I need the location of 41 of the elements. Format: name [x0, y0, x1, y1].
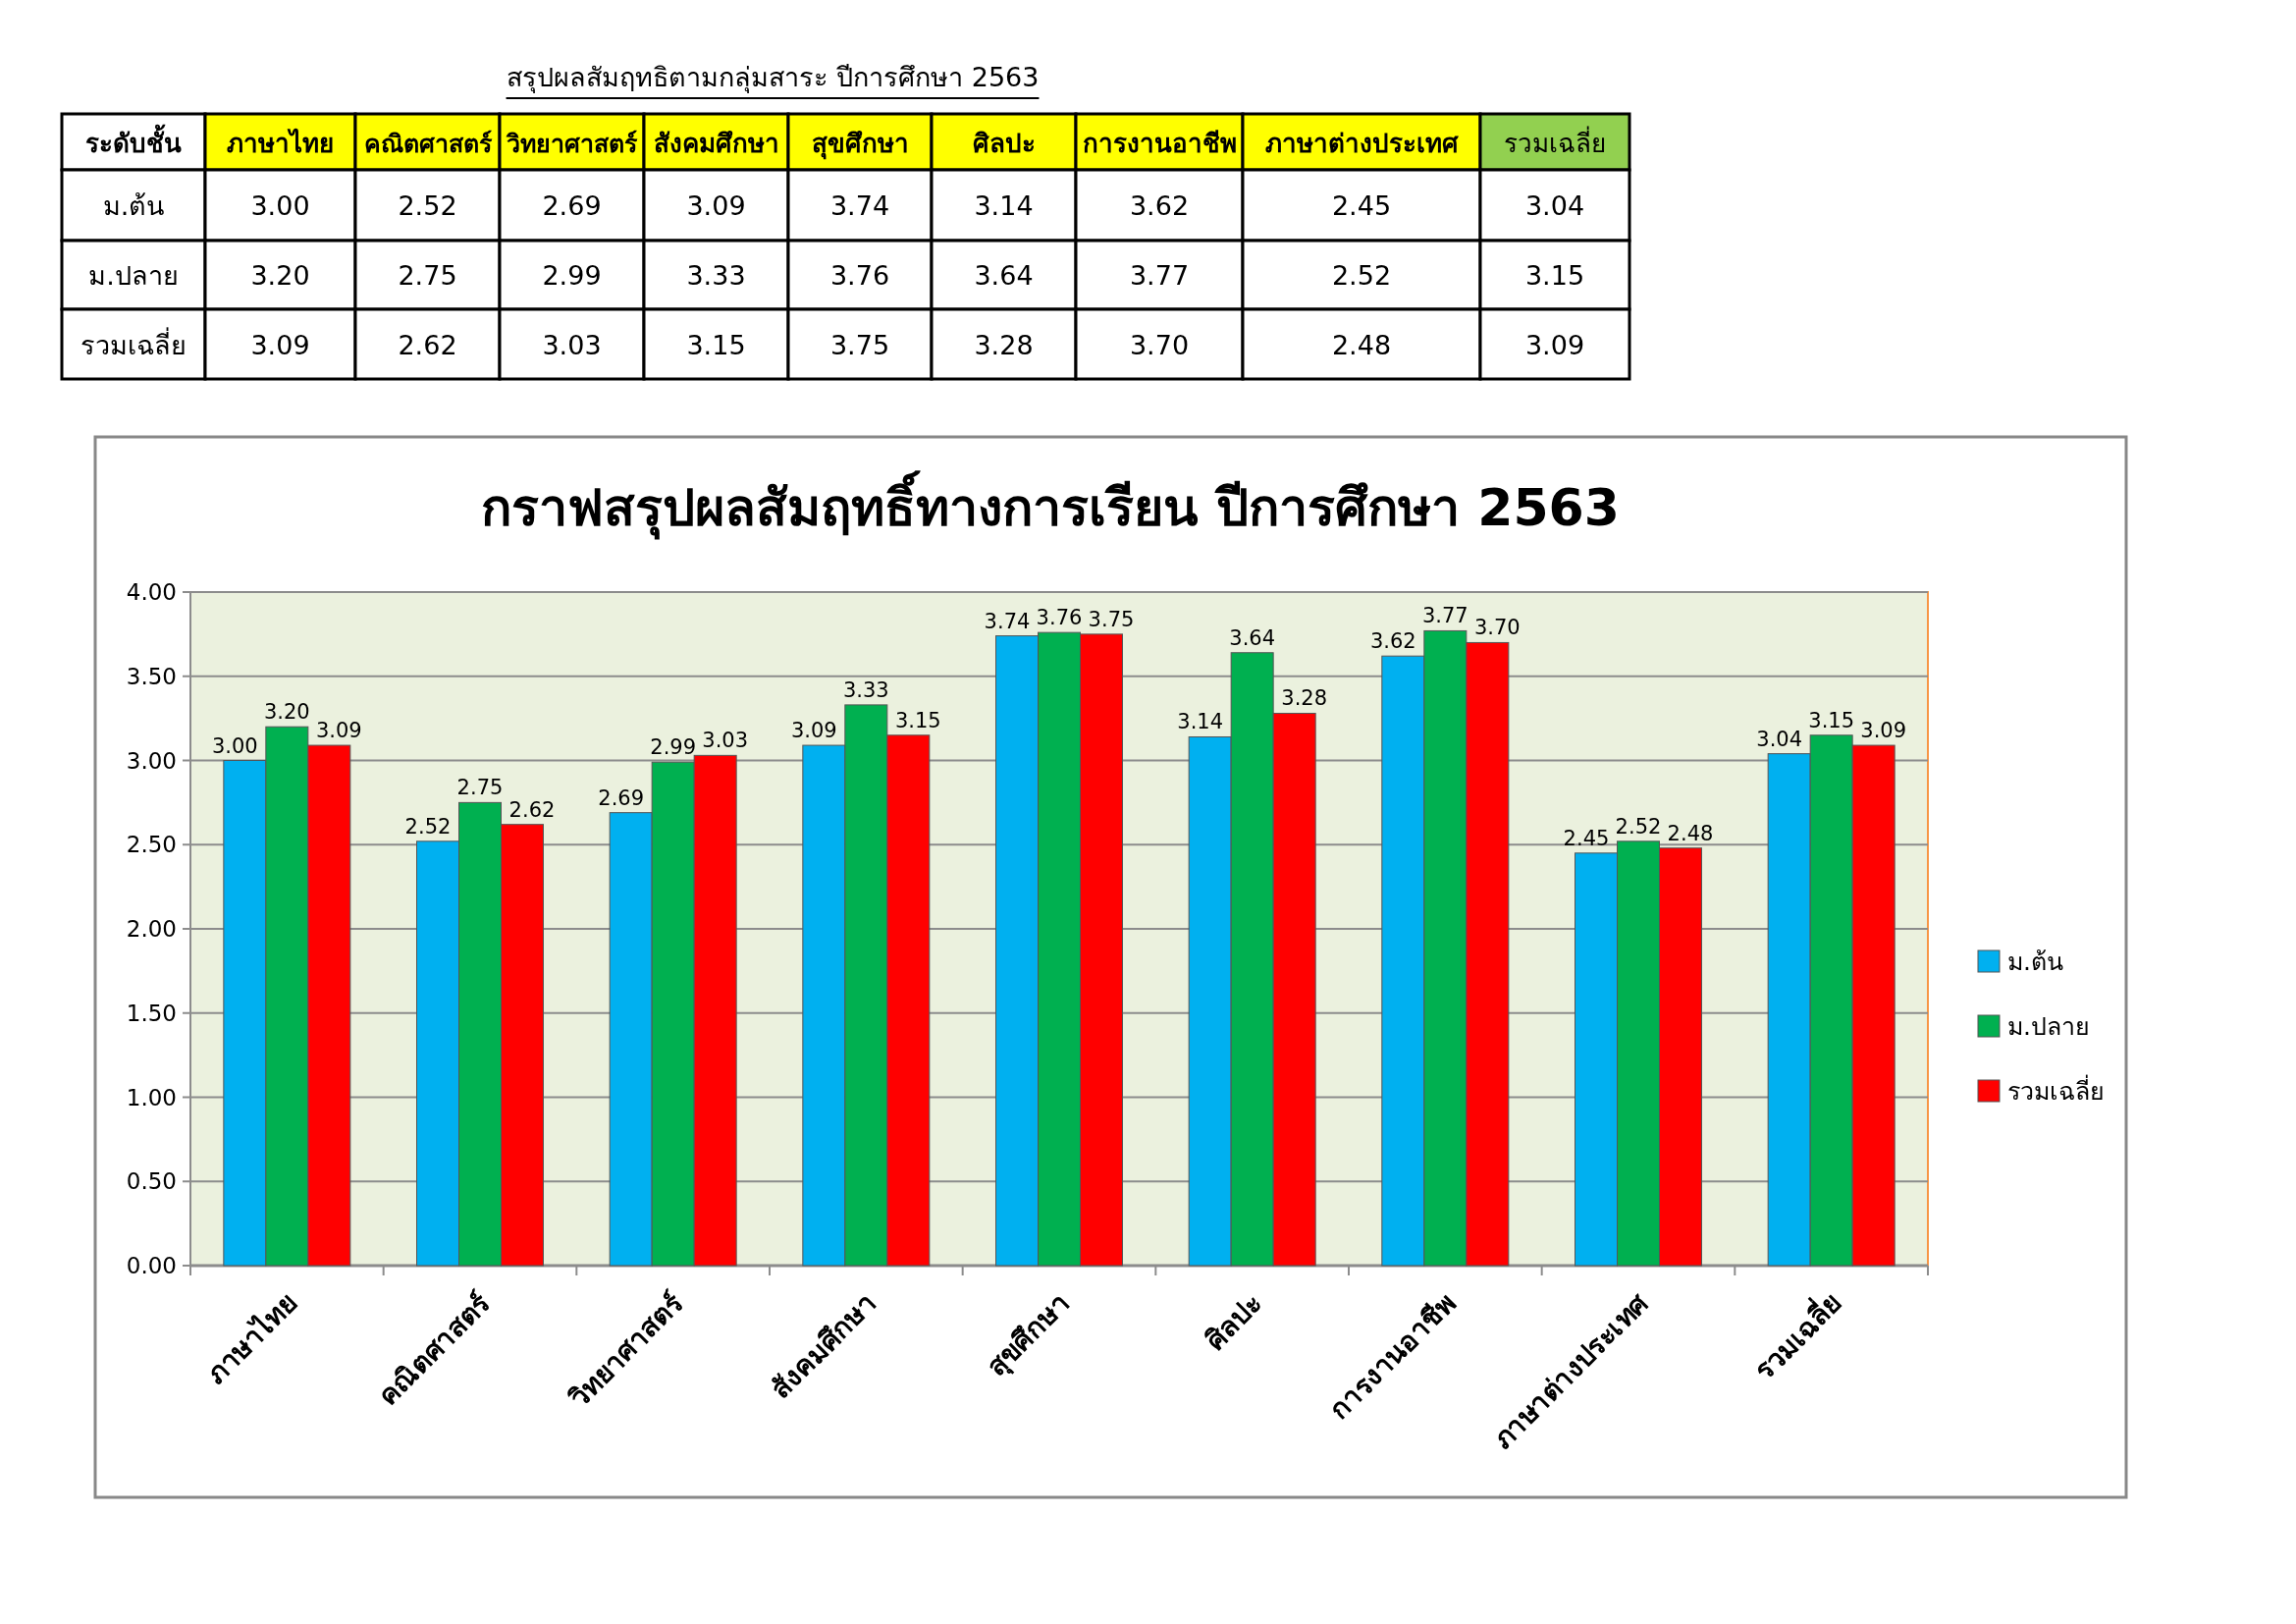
- data-label: 3.74: [984, 609, 1031, 633]
- data-label: 3.70: [1473, 616, 1521, 640]
- data-label: 3.62: [1369, 629, 1416, 654]
- data-label: 3.15: [1808, 708, 1855, 732]
- legend-label: ม.ปลาย: [2007, 1012, 2090, 1041]
- data-label: 2.75: [456, 776, 504, 800]
- y-tick-label: 0.50: [126, 1168, 177, 1195]
- data-label: 3.28: [1281, 686, 1328, 711]
- data-label: 3.09: [315, 719, 362, 743]
- data-label: 2.62: [508, 797, 556, 822]
- chart-title: กราฟสรุปผลสัมฤทธิ์ทางการเรียน ปีการศึกษา 2563: [481, 470, 1620, 540]
- legend-label: ม.ต้น: [2007, 947, 2063, 976]
- legend-label: รวมเฉลี่ย: [2007, 1074, 2105, 1106]
- y-tick-label: 0.00: [126, 1253, 177, 1278]
- data-label: 3.00: [211, 733, 258, 758]
- data-label: 3.33: [842, 677, 889, 702]
- y-tick-label: 2.00: [126, 916, 177, 942]
- data-label: 3.64: [1229, 625, 1276, 650]
- y-tick-label: 1.50: [126, 1000, 177, 1026]
- data-label: 2.48: [1667, 821, 1714, 845]
- data-label: 2.69: [598, 785, 645, 810]
- data-label: 2.52: [404, 814, 452, 839]
- data-label: 3.03: [702, 729, 749, 753]
- y-tick-label: 4.00: [126, 579, 177, 605]
- data-label: 3.09: [790, 719, 837, 743]
- data-label: 3.04: [1756, 727, 1803, 751]
- y-tick-label: 1.00: [126, 1084, 177, 1110]
- data-label: 2.99: [650, 735, 697, 760]
- table: สรุปผลสัมฤทธิตามกลุ่มสาระ ปีการศึกษา 2563 ระดับชั้น ภาษาไทย คณิตศาสตร์ วิทยาศาสตร์ สังคมศึกษา สุขศึกษา ศิลปะ การงานอาชีพ ภาษาต่างประเทศ รวมเฉลี่ย ม.ต้น 3.00 2.52 2.69 3.09 3.74 3.14 3.62 2.45 3.04 ม.ปลาย 3.20 2.75 2.99 3.33 3.76 3.64 3.77 2.52 3.15 รวมเฉลี่ย 3.09 2.62 3.03 3.15 3.75 3.28 3.70 2.48 3.09: [60, 62, 1631, 381]
- data-label: 3.20: [263, 700, 310, 725]
- data-label: 3.77: [1421, 604, 1468, 628]
- data-label: 2.52: [1615, 814, 1662, 839]
- data-label: 3.14: [1177, 710, 1224, 734]
- data-label: 3.09: [1860, 719, 1907, 743]
- data-label: 3.75: [1088, 607, 1135, 631]
- y-tick-label: 3.50: [126, 663, 177, 689]
- y-tick-label: 3.00: [126, 747, 177, 774]
- data-label: 3.76: [1036, 606, 1083, 630]
- y-tick-label: 2.50: [126, 832, 177, 858]
- data-label: 3.15: [894, 708, 941, 732]
- data-label: 2.45: [1563, 826, 1610, 850]
